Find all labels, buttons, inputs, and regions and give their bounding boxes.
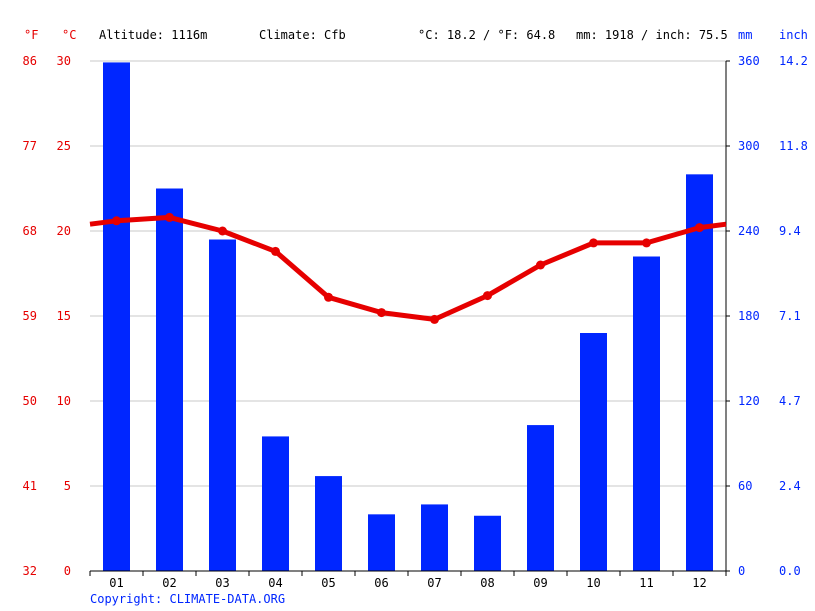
temperature-point — [218, 226, 227, 236]
temperature-point — [271, 246, 280, 256]
y-tick-label-mm: 120 — [738, 394, 760, 408]
temperature-point — [165, 212, 174, 222]
fahrenheit-unit-label: °F — [24, 28, 39, 42]
y-tick-label-f: 41 — [23, 479, 37, 493]
precipitation-bar — [103, 62, 130, 572]
y-tick-label-c: 0 — [64, 564, 71, 578]
x-tick-label: 02 — [162, 576, 176, 590]
precipitation-bar — [156, 188, 183, 571]
temperature-point — [112, 216, 121, 226]
x-tick-label: 12 — [692, 576, 706, 590]
y-tick-label-f: 77 — [23, 139, 37, 153]
y-tick-label-mm: 300 — [738, 139, 760, 153]
precipitation-bar — [474, 515, 501, 571]
x-tick-label: 11 — [639, 576, 653, 590]
x-tick-label: 04 — [268, 576, 282, 590]
precipitation-bar — [368, 514, 395, 571]
y-tick-label-inch: 2.4 — [779, 479, 801, 493]
y-tick-label-inch: 14.2 — [779, 54, 808, 68]
x-tick-label: 07 — [427, 576, 441, 590]
celsius-unit-label: °C — [62, 28, 77, 42]
y-tick-label-mm: 360 — [738, 54, 760, 68]
y-tick-label-c: 25 — [57, 139, 71, 153]
temperature-point — [642, 238, 651, 248]
climate-label: Climate: Cfb — [259, 28, 346, 42]
y-tick-label-f: 59 — [23, 309, 37, 323]
y-tick-label-inch: 4.7 — [779, 394, 801, 408]
y-tick-label-inch: 9.4 — [779, 224, 801, 238]
y-tick-label-c: 20 — [57, 224, 71, 238]
y-tick-label-f: 86 — [23, 54, 37, 68]
y-tick-label-f: 32 — [23, 564, 37, 578]
precipitation-bar — [209, 239, 236, 571]
precipitation-bar — [527, 425, 554, 571]
y-tick-label-inch: 7.1 — [779, 309, 801, 323]
precipitation-bar — [262, 436, 289, 571]
x-tick-label: 06 — [374, 576, 388, 590]
y-tick-label-mm: 240 — [738, 224, 760, 238]
y-tick-label-mm: 60 — [738, 479, 752, 493]
precipitation-bar — [633, 256, 660, 571]
x-tick-label: 08 — [480, 576, 494, 590]
precipitation-bar — [421, 504, 448, 571]
y-tick-label-mm: 180 — [738, 309, 760, 323]
x-tick-label: 09 — [533, 576, 547, 590]
y-tick-label-inch: 0.0 — [779, 564, 801, 578]
temperature-point — [695, 223, 704, 233]
temperature-point — [483, 291, 492, 301]
y-tick-label-f: 68 — [23, 224, 37, 238]
copyright-link[interactable]: Copyright: CLIMATE-DATA.ORG — [90, 592, 286, 606]
x-tick-label: 05 — [321, 576, 335, 590]
y-tick-label-inch: 11.8 — [779, 139, 808, 153]
mm-unit-label: mm — [738, 28, 753, 42]
precipitation-bar — [580, 333, 607, 571]
y-tick-label-c: 15 — [57, 309, 71, 323]
temperature-point — [324, 292, 333, 302]
y-tick-label-c: 5 — [64, 479, 71, 493]
temperature-average-label: °C: 18.2 / °F: 64.8 — [418, 28, 556, 42]
temperature-point — [377, 308, 386, 318]
y-tick-label-c: 10 — [57, 394, 71, 408]
y-tick-label-mm: 0 — [738, 564, 745, 578]
altitude-label: Altitude: 1116m — [99, 28, 208, 42]
temperature-point — [430, 314, 439, 324]
x-tick-label: 10 — [586, 576, 600, 590]
inch-unit-label: inch — [779, 28, 808, 42]
x-tick-label: 03 — [215, 576, 229, 590]
y-tick-label-c: 30 — [57, 54, 71, 68]
precipitation-bar — [315, 476, 342, 571]
temperature-line — [89, 214, 727, 322]
precipitation-total-label: mm: 1918 / inch: 75.5 — [576, 28, 728, 42]
temperature-point — [536, 260, 545, 270]
temperature-point — [589, 238, 598, 248]
x-tick-label: 01 — [109, 576, 123, 590]
y-tick-label-f: 50 — [23, 394, 37, 408]
precipitation-bar — [686, 174, 713, 572]
